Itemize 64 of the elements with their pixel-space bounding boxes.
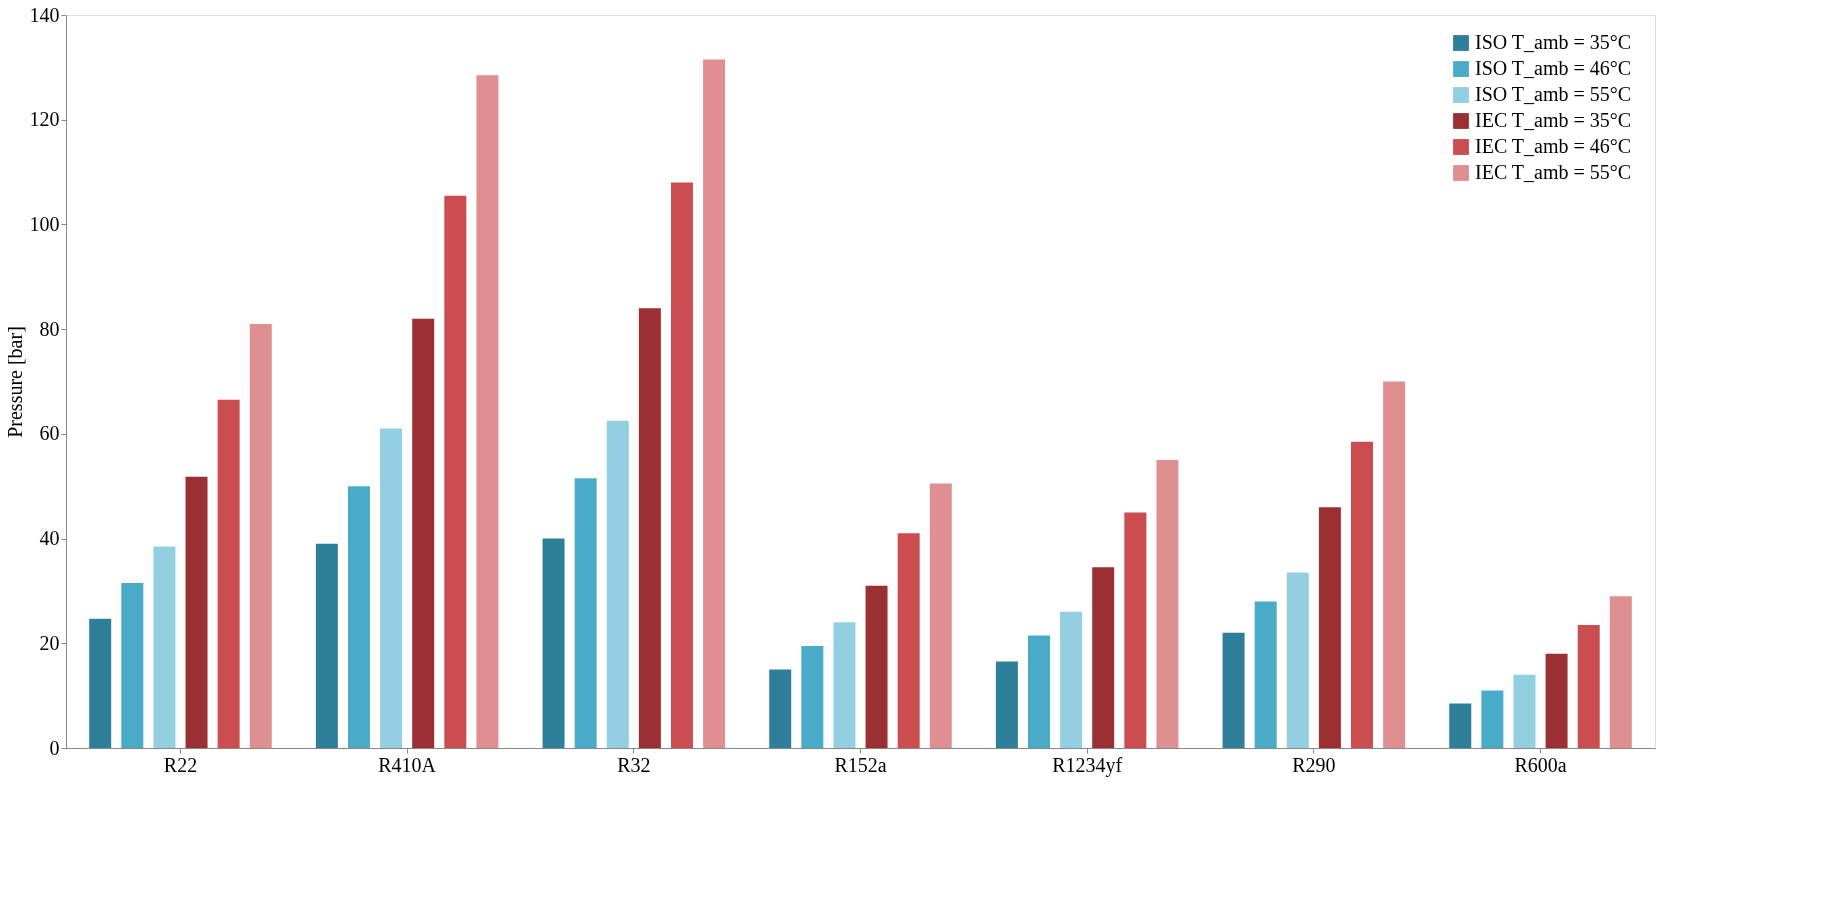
bar [315, 543, 338, 748]
bar [1545, 653, 1568, 748]
legend-label: ISO T_amb = 35°C [1475, 31, 1632, 53]
bar [476, 75, 499, 748]
bar [1609, 596, 1632, 748]
legend-label: IEC T_amb = 55°C [1475, 161, 1632, 183]
bar [380, 428, 403, 748]
bar [1254, 601, 1277, 748]
bar [1286, 572, 1309, 748]
bar [347, 486, 370, 748]
bar [801, 645, 824, 748]
y-tick-label: 140 [29, 3, 60, 26]
y-tick-label: 0 [49, 736, 60, 759]
bar [153, 546, 176, 748]
x-tick-label: R410A [378, 753, 437, 776]
bar [769, 669, 792, 748]
bar [444, 195, 467, 748]
bar [249, 323, 272, 748]
bar [606, 420, 629, 748]
bar [638, 308, 661, 748]
bar [542, 538, 565, 748]
bar [574, 478, 597, 748]
bar [1156, 460, 1179, 748]
y-tick-label: 60 [39, 422, 60, 445]
x-tick-label: R1234yf [1052, 753, 1123, 777]
y-tick-label: 100 [29, 212, 60, 235]
bar [1351, 441, 1374, 748]
bar [121, 583, 144, 748]
bar [1449, 703, 1472, 748]
y-tick-label: 80 [39, 317, 60, 340]
bar [412, 318, 435, 748]
y-tick-label: 40 [39, 527, 60, 550]
bar [1028, 635, 1051, 748]
bar [1383, 381, 1406, 748]
bar [833, 622, 856, 748]
bar [929, 483, 952, 748]
x-tick-label: R600a [1514, 753, 1567, 776]
x-tick-label: R290 [1292, 753, 1336, 776]
legend-label: IEC T_amb = 35°C [1475, 109, 1632, 131]
legend-label: IEC T_amb = 46°C [1475, 135, 1632, 157]
bar [1124, 512, 1147, 748]
bar [185, 476, 208, 748]
y-tick-label: 20 [39, 631, 60, 654]
bar [703, 59, 726, 748]
legend-label: ISO T_amb = 46°C [1475, 57, 1632, 79]
bar [1222, 632, 1245, 748]
bar [670, 182, 693, 748]
bar [1092, 567, 1115, 748]
bar [1318, 507, 1341, 748]
bar [1060, 611, 1083, 748]
bar [865, 585, 888, 748]
bar [1577, 624, 1600, 748]
bar [217, 399, 240, 748]
y-axis-title: Pressure [bar] [3, 326, 26, 438]
bar [1481, 690, 1504, 748]
legend-label: ISO T_amb = 55°C [1475, 83, 1632, 105]
bar [1513, 674, 1536, 748]
bar [995, 661, 1018, 748]
bar [89, 618, 112, 748]
x-tick-label: R22 [163, 753, 198, 776]
x-tick-label: R152a [834, 753, 887, 776]
bar [897, 533, 920, 748]
y-tick-label: 120 [29, 108, 60, 131]
x-tick-label: R32 [617, 753, 651, 776]
